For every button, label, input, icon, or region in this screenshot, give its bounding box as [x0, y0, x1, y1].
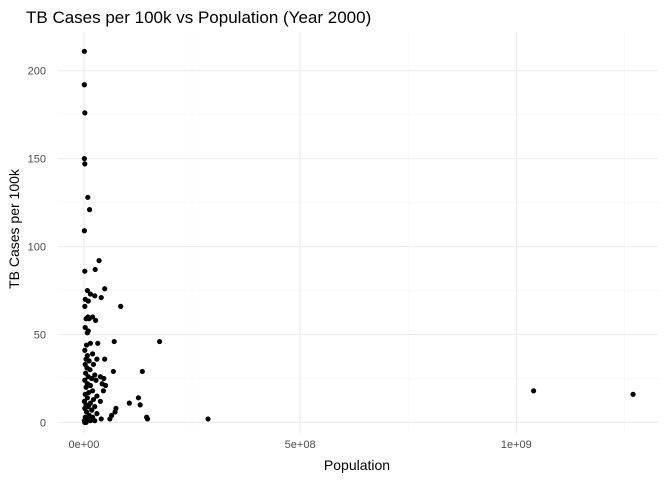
data-point	[92, 372, 98, 378]
data-point	[86, 207, 93, 213]
data-point	[82, 347, 88, 353]
data-point	[87, 367, 93, 373]
data-point	[107, 416, 113, 422]
data-point	[92, 404, 98, 410]
data-point	[85, 298, 91, 304]
data-point	[84, 287, 91, 294]
chart-title: TB Cases per 100k vs Population (Year 20…	[26, 8, 371, 27]
data-point	[102, 382, 109, 389]
y-tick-label: 200	[28, 66, 46, 78]
data-point	[111, 338, 117, 345]
data-point	[102, 286, 108, 292]
data-point	[85, 194, 91, 200]
data-point	[531, 388, 537, 394]
data-point	[87, 340, 94, 346]
data-point	[90, 361, 97, 368]
data-points	[81, 48, 636, 426]
data-point	[92, 418, 98, 424]
plot-grid	[58, 32, 659, 433]
x-axis-ticks: 0e+00 5e+08 1e+09	[68, 439, 531, 451]
data-point	[86, 316, 92, 322]
data-point	[96, 258, 102, 264]
data-point	[82, 303, 88, 309]
data-point	[87, 418, 94, 424]
data-point	[81, 48, 87, 54]
data-point	[112, 409, 118, 415]
data-point	[82, 161, 88, 167]
data-point	[157, 338, 163, 345]
data-point	[84, 395, 91, 401]
data-point	[95, 340, 101, 346]
data-point	[97, 398, 103, 404]
data-point	[101, 375, 107, 382]
data-point	[92, 293, 98, 299]
data-point	[92, 266, 98, 273]
y-tick-label: 150	[28, 154, 46, 166]
y-axis-ticks: 0 50 100 150 200	[28, 66, 46, 430]
y-axis-title: TB Cases per 100k	[6, 168, 22, 289]
data-point	[110, 368, 116, 375]
data-point	[81, 156, 87, 162]
data-point	[89, 407, 95, 413]
x-tick-label: 0e+00	[68, 439, 99, 451]
data-point	[82, 110, 88, 116]
data-point	[94, 411, 100, 417]
x-tick-label: 5e+08	[285, 439, 316, 451]
y-tick-label: 0	[40, 417, 46, 429]
data-point	[89, 375, 95, 382]
data-point	[83, 384, 89, 390]
x-axis-title: Population	[324, 457, 390, 473]
data-point	[84, 330, 91, 336]
data-point	[144, 416, 151, 422]
data-point	[89, 388, 96, 394]
data-point	[83, 342, 90, 348]
y-tick-label: 50	[34, 330, 46, 342]
data-point	[82, 324, 88, 331]
data-point	[86, 358, 92, 364]
data-point	[81, 228, 87, 234]
data-point	[205, 416, 211, 422]
data-point	[139, 368, 145, 375]
data-point	[98, 416, 104, 422]
data-point	[102, 356, 108, 362]
data-point	[87, 291, 94, 297]
data-point	[126, 400, 132, 406]
data-point	[630, 391, 636, 397]
data-point	[82, 268, 88, 274]
data-point	[90, 396, 97, 403]
data-point	[82, 419, 88, 426]
data-point	[118, 303, 124, 309]
data-point	[87, 382, 94, 389]
data-point	[135, 395, 142, 401]
data-point	[100, 388, 106, 394]
data-point	[81, 82, 87, 88]
data-point	[137, 402, 143, 408]
data-point	[94, 393, 100, 399]
data-point	[93, 377, 99, 383]
x-tick-label: 1e+09	[501, 439, 532, 451]
data-point	[89, 351, 96, 357]
data-point	[94, 356, 100, 362]
data-point	[93, 317, 99, 324]
y-tick-label: 100	[28, 242, 46, 254]
data-point	[98, 294, 104, 301]
